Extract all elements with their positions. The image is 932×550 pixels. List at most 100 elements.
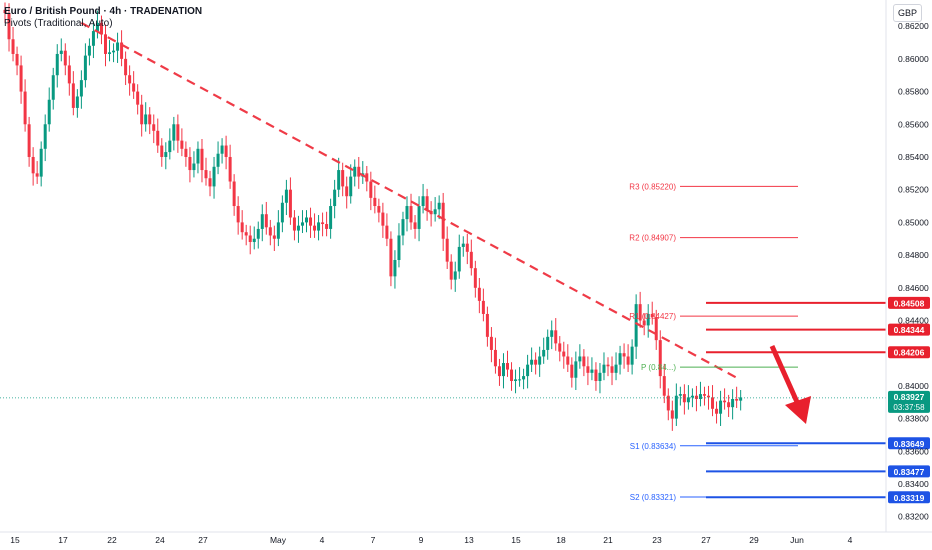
time-tick-label: May [270, 535, 287, 545]
price-axis[interactable]: 0.86200 0.86000 0.85800 0.85600 0.85400 0.852… [885, 0, 929, 532]
candle-body [292, 217, 296, 231]
candle-body [642, 320, 646, 326]
candle-body [445, 238, 449, 262]
candle-body [19, 65, 23, 92]
price-tick-label: 0.85800 [898, 87, 929, 97]
candle-body [727, 402, 731, 408]
candle-body [244, 232, 248, 236]
candle-body [453, 271, 457, 280]
bearish-arrow-shaft [769, 344, 800, 404]
candle-body [690, 395, 694, 398]
candle-body [646, 313, 650, 326]
candle-body [711, 397, 715, 409]
candle-body [735, 398, 739, 401]
candle-body [719, 400, 723, 414]
resistance-level-tag [888, 296, 930, 309]
candle-body [610, 366, 614, 373]
candle-body [698, 394, 702, 399]
candle-body [116, 42, 120, 51]
price-tick-label: 0.83600 [898, 446, 929, 456]
pivot-label: S1 (0.83634) [630, 442, 677, 451]
candle-body [662, 376, 666, 396]
candle-body [39, 148, 43, 177]
candle-body [590, 369, 594, 373]
resistance-level-tag [888, 323, 930, 336]
time-tick-label: 4 [320, 535, 325, 545]
candle-body [184, 148, 188, 157]
candle-body [204, 170, 208, 179]
candle-body [666, 395, 670, 411]
pivot-label: P (0.84...) [641, 363, 676, 372]
candle-body [542, 349, 546, 357]
time-tick-label: 27 [701, 535, 711, 545]
candle-body [260, 214, 264, 229]
candle-body [574, 361, 578, 378]
candle-body [180, 140, 184, 149]
candle-body [83, 55, 87, 81]
candle-body [397, 235, 401, 260]
candle-body [501, 363, 505, 377]
price-tick-label: 0.86200 [898, 21, 929, 31]
candle-body [538, 356, 542, 365]
candle-body [268, 227, 272, 236]
candle-body [626, 356, 630, 365]
candle-body [707, 395, 710, 398]
candle-body [413, 222, 417, 229]
candle-body [27, 124, 31, 157]
candle-body [522, 376, 526, 380]
candle-body [558, 343, 562, 352]
candle-body [739, 397, 743, 401]
time-tick-label: 18 [556, 535, 566, 545]
time-tick-label: 7 [371, 535, 376, 545]
resistance-level-value: 0.84344 [894, 325, 925, 335]
candle-body [144, 114, 148, 125]
candle-body [481, 300, 485, 314]
candle-body [11, 39, 15, 54]
candle-body [264, 214, 268, 228]
candle-body [168, 140, 172, 153]
candle-body [578, 356, 582, 362]
candle-body [280, 202, 284, 223]
candle-body [3, 9, 7, 14]
candle-body [321, 222, 325, 225]
candle-body [554, 330, 558, 344]
candle-body [91, 31, 95, 46]
candle-body [393, 260, 397, 277]
time-axis[interactable]: 15 17 22 24 27 May 4 7 9 13 15 18 21 23 27 29 Jun 4 [0, 531, 932, 545]
price-tick-label: 0.85000 [898, 217, 929, 227]
candle-body [658, 340, 662, 377]
candle-body [284, 189, 288, 203]
price-tick-label: 0.85200 [898, 185, 929, 195]
candle-body [152, 124, 156, 131]
candle-body [23, 91, 27, 125]
candle-body [401, 219, 405, 236]
candle-body [208, 178, 212, 187]
candle-body [365, 173, 369, 182]
resistance-level-value: 0.84206 [894, 348, 925, 358]
time-tick-label: 23 [652, 535, 662, 545]
candle-body [702, 394, 706, 396]
indicator-legend[interactable]: Pivots (Traditional, Auto) [4, 18, 113, 29]
candle-body [337, 170, 341, 190]
time-tick-label: 4 [848, 535, 853, 545]
candle-body [606, 364, 610, 367]
candle-body [457, 246, 461, 272]
candle-body [232, 181, 236, 207]
candle-body [353, 166, 357, 177]
candle-body [530, 359, 534, 365]
candle-body [272, 235, 276, 239]
candle-body [586, 366, 590, 373]
currency-button[interactable]: GBP [893, 4, 922, 22]
candle-body [389, 238, 393, 277]
time-tick-label: Jun [790, 535, 804, 545]
candle-body [296, 225, 300, 231]
candle-body [449, 261, 453, 280]
candle-body [288, 189, 292, 218]
candle-body [650, 313, 654, 318]
candle-body [630, 346, 634, 365]
candle-body [441, 202, 445, 239]
price-tick-label: 0.83200 [898, 512, 929, 522]
bearish-arrow-head [785, 396, 811, 424]
candle-body [240, 222, 244, 233]
